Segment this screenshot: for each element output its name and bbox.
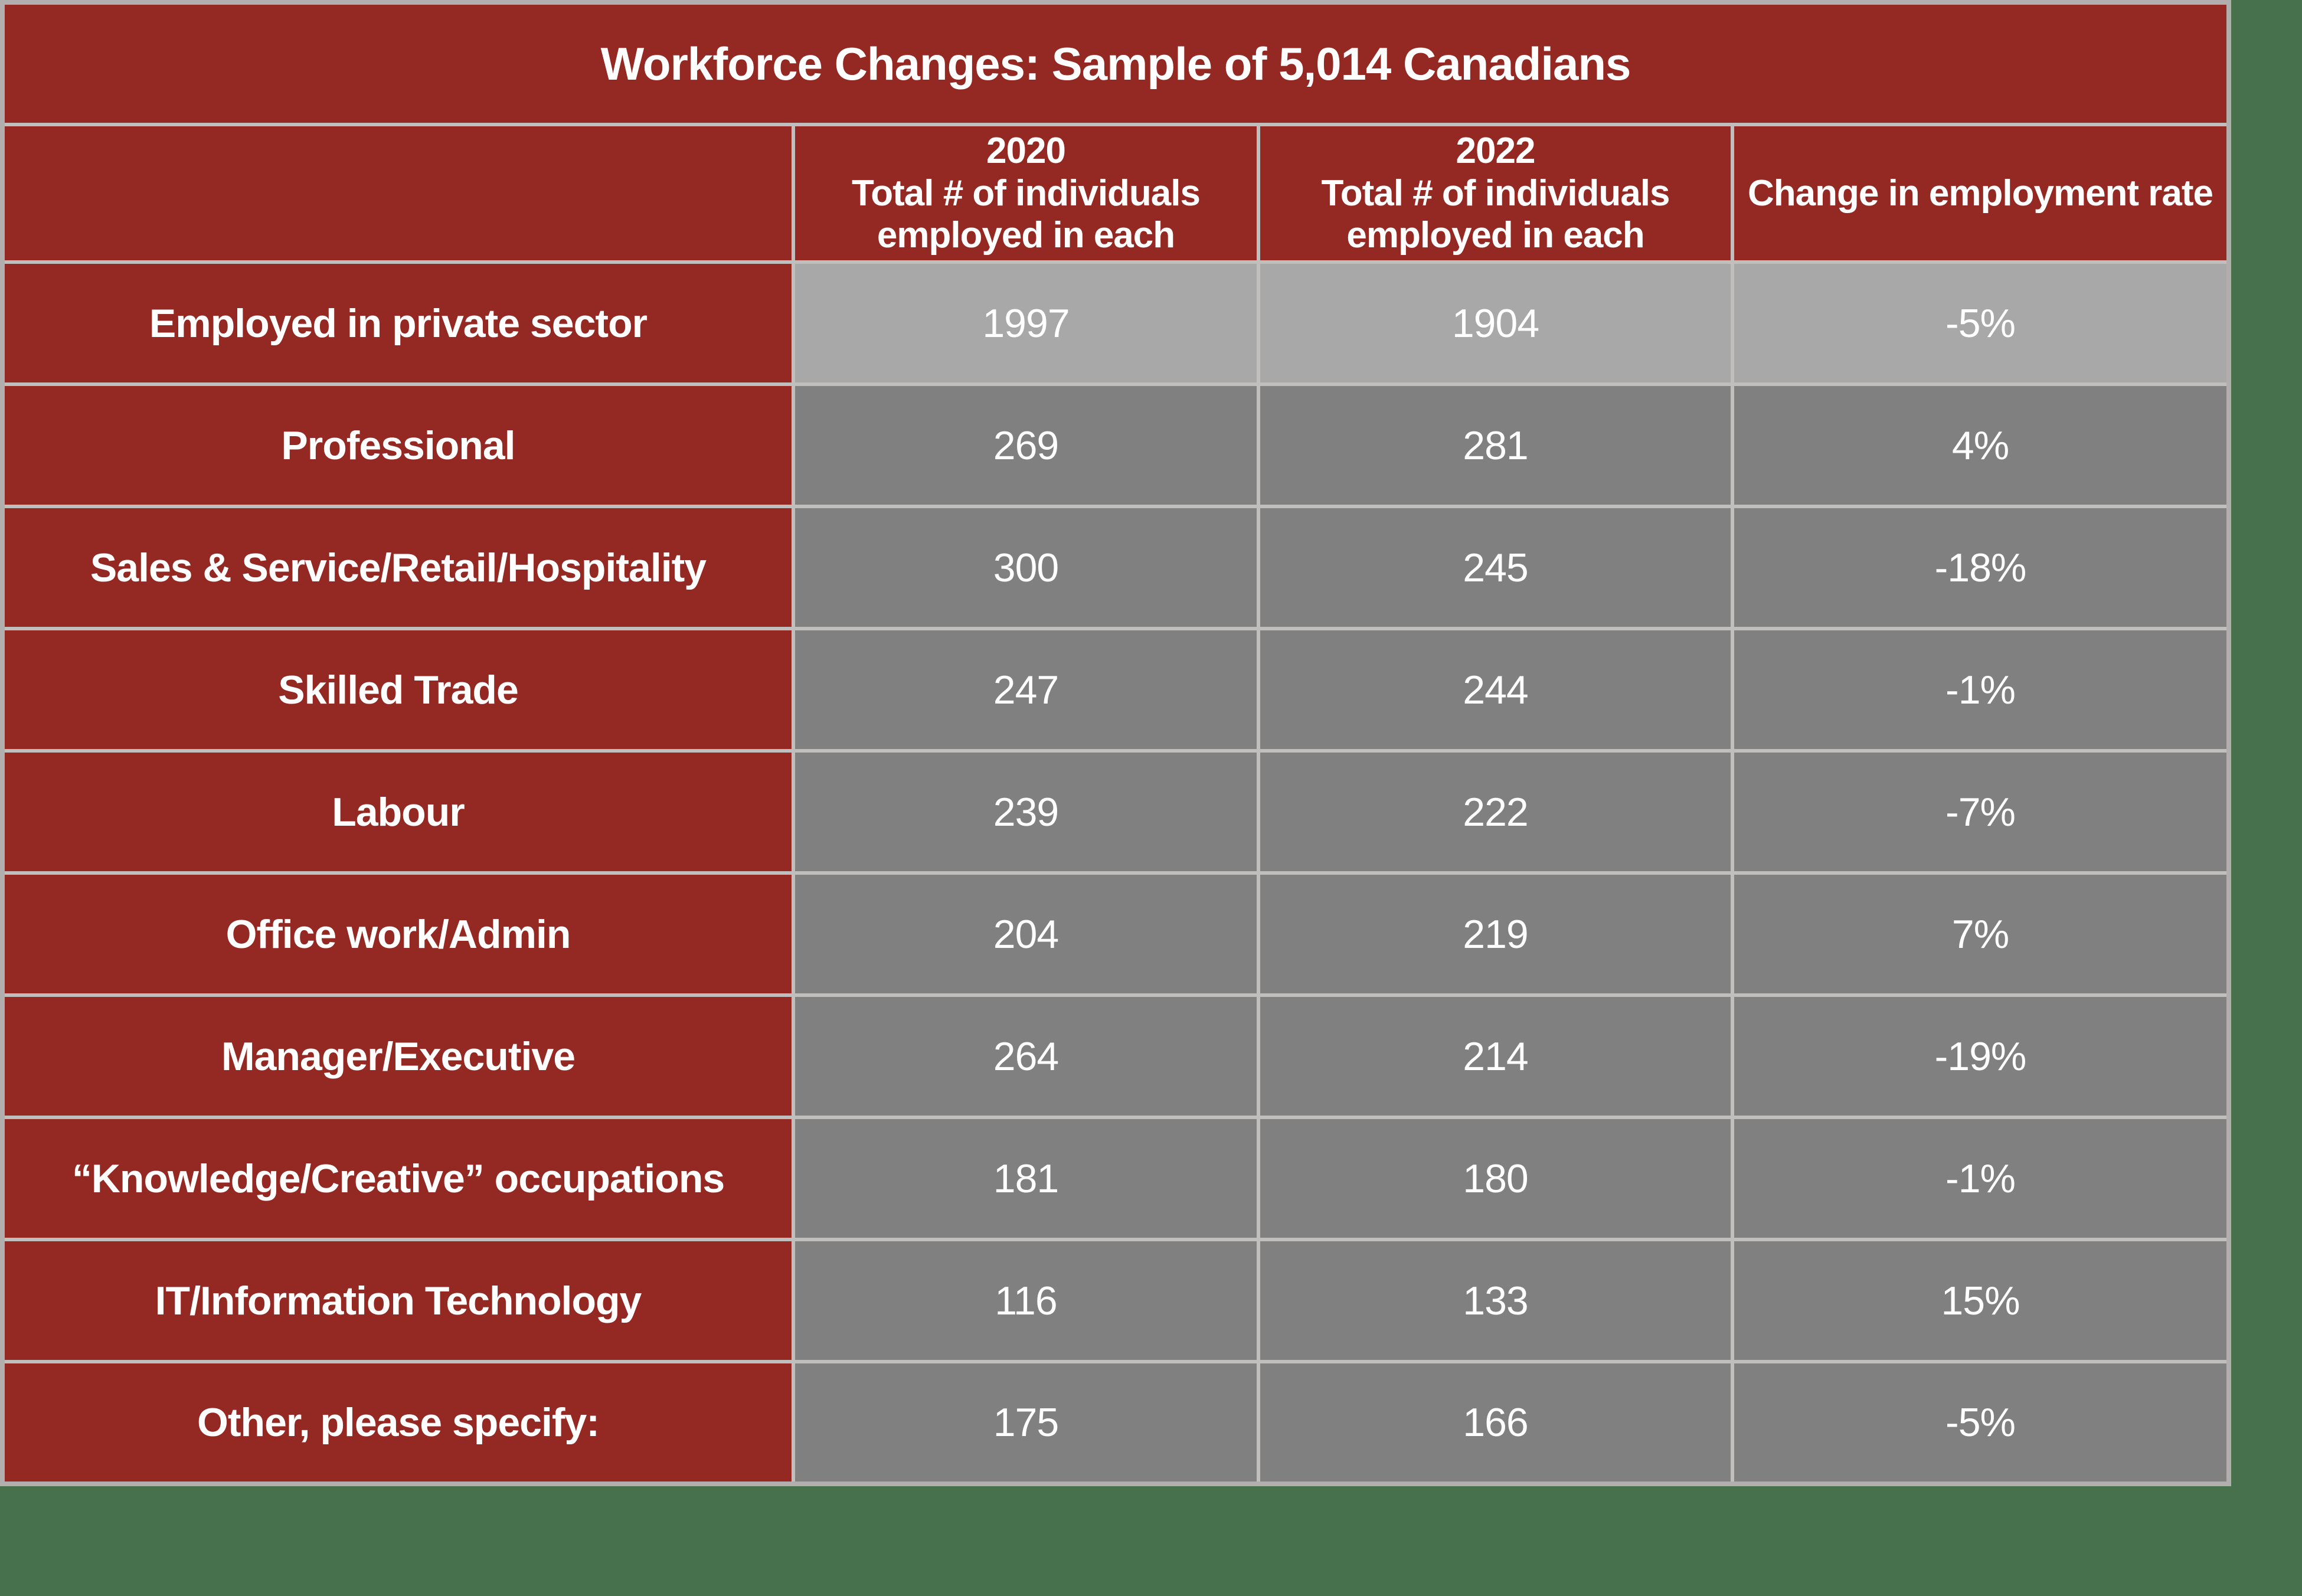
column-header-2020-subtitle: Total # of individuals employed in each (851, 172, 1201, 256)
cell-change-value: -18% (1730, 505, 2231, 630)
cell-2020-value: 239 (792, 749, 1260, 875)
cell-2022-value: 1904 (1257, 260, 1734, 386)
cell-change-value: 7% (1730, 871, 2231, 997)
table-row: “Knowledge/Creative” occupations 181 180… (1, 1116, 2231, 1241)
cell-2020-value: 269 (792, 382, 1260, 508)
cell-change-value: -7% (1730, 749, 2231, 875)
table-row: Labour 239 222 -7% (1, 749, 2231, 875)
cell-2022-value: 133 (1257, 1238, 1734, 1363)
table-header-row: 2020 Total # of individuals employed in … (1, 123, 2231, 264)
cell-change-value: -5% (1730, 1360, 2231, 1486)
cell-change-value: -1% (1730, 627, 2231, 753)
cell-2020-value: 175 (792, 1360, 1260, 1486)
table-row: Other, please specify: 175 166 -5% (1, 1360, 2231, 1486)
column-header-2022: 2022 Total # of individuals employed in … (1257, 123, 1734, 264)
workforce-table: Workforce Changes: Sample of 5,014 Canad… (0, 0, 2232, 1486)
table-row: Manager/Executive 264 214 -19% (1, 993, 2231, 1119)
cell-2022-value: 244 (1257, 627, 1734, 753)
row-label: “Knowledge/Creative” occupations (1, 1116, 795, 1241)
cell-2022-value: 281 (1257, 382, 1734, 508)
cell-change-value: -19% (1730, 993, 2231, 1119)
cell-2022-value: 180 (1257, 1116, 1734, 1241)
cell-2022-value: 245 (1257, 505, 1734, 630)
cell-change-value: 15% (1730, 1238, 2231, 1363)
cell-change-value: -1% (1730, 1116, 2231, 1241)
row-label: Other, please specify: (1, 1360, 795, 1486)
cell-change-value: -5% (1730, 260, 2231, 386)
cell-2022-value: 219 (1257, 871, 1734, 997)
column-header-2020-year: 2020 (986, 130, 1066, 171)
table-row: Office work/Admin 204 219 7% (1, 871, 2231, 997)
table-row: Sales & Service/Retail/Hospitality 300 2… (1, 505, 2231, 630)
cell-2020-value: 181 (792, 1116, 1260, 1241)
cell-2022-value: 166 (1257, 1360, 1734, 1486)
cell-2020-value: 300 (792, 505, 1260, 630)
column-header-2022-year: 2022 (1456, 130, 1536, 171)
cell-2020-value: 1997 (792, 260, 1260, 386)
cell-2022-value: 222 (1257, 749, 1734, 875)
table-title-row: Workforce Changes: Sample of 5,014 Canad… (0, 1, 2231, 126)
row-label: Labour (1, 749, 795, 875)
row-label: IT/Information Technology (1, 1238, 795, 1363)
table-row: Professional 269 281 4% (1, 382, 2231, 508)
cell-change-value: 4% (1730, 382, 2231, 508)
cell-2020-value: 204 (792, 871, 1260, 997)
table-row: Employed in private sector 1997 1904 -5% (1, 260, 2231, 386)
table-title: Workforce Changes: Sample of 5,014 Canad… (0, 1, 2231, 126)
column-header-change: Change in employment rate (1730, 123, 2231, 264)
column-header-2022-subtitle: Total # of individuals employed in each (1321, 172, 1670, 256)
cell-2022-value: 214 (1257, 993, 1734, 1119)
row-label: Office work/Admin (1, 871, 795, 997)
cell-2020-value: 264 (792, 993, 1260, 1119)
row-label: Manager/Executive (1, 993, 795, 1119)
row-label: Employed in private sector (1, 260, 795, 386)
cell-2020-value: 247 (792, 627, 1260, 753)
row-label: Sales & Service/Retail/Hospitality (1, 505, 795, 630)
table-row: Skilled Trade 247 244 -1% (1, 627, 2231, 753)
column-header-2020: 2020 Total # of individuals employed in … (792, 123, 1260, 264)
row-label: Skilled Trade (1, 627, 795, 753)
table-row: IT/Information Technology 116 133 15% (1, 1238, 2231, 1363)
cell-2020-value: 116 (792, 1238, 1260, 1363)
header-empty-cell (1, 123, 795, 264)
row-label: Professional (1, 382, 795, 508)
